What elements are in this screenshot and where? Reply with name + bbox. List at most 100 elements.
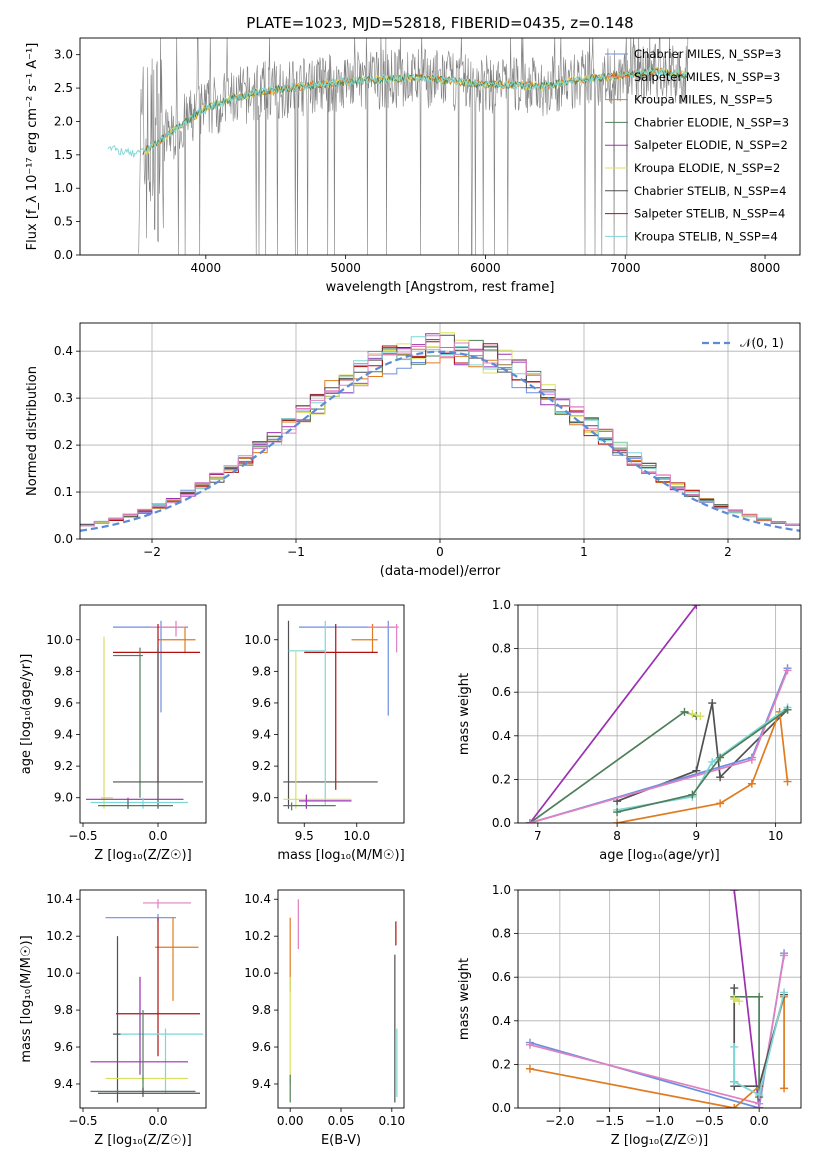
series-marker — [730, 890, 739, 894]
y-tick-label: 9.8 — [252, 1003, 271, 1017]
series-marker — [755, 992, 764, 1001]
legend-label: Chabrier STELIB, N_SSP=4 — [634, 184, 786, 198]
x-tick-label: 6000 — [470, 261, 501, 275]
y-tick-label: 9.8 — [252, 664, 271, 678]
x-axis-label: wavelength [Angstrom, rest frame] — [326, 280, 555, 295]
y-tick-label: 9.4 — [252, 1077, 271, 1091]
plot-area — [86, 620, 203, 809]
plot-area — [283, 620, 399, 811]
series-marker — [688, 710, 697, 718]
y-tick-label: 10.0 — [244, 966, 271, 980]
y-tick-label: 0.0 — [54, 532, 73, 546]
y-tick-label: 10.4 — [46, 892, 73, 906]
plot-area — [518, 890, 801, 1108]
y-axis-label: Flux [f_λ 10⁻¹⁷ erg cm⁻² s⁻¹ A⁻¹] — [25, 43, 40, 251]
spectrum-model-line-kroupa_stelib — [107, 66, 688, 158]
panel-massweight_vs_Z: −2.0 −1.5 −1.0 −0.5 0.0 0.0 0.2 0.4 0.6 0.8 1.0 Z [… — [457, 883, 802, 1148]
y-tick-label: 0.0 — [492, 1101, 511, 1115]
series-marker — [735, 997, 744, 1006]
y-tick-label: 0.5 — [54, 215, 73, 229]
series-marker — [755, 1090, 764, 1099]
x-tick-label: −1.0 — [645, 1114, 674, 1128]
plot-area — [90, 899, 203, 1103]
x-tick-label: −0.5 — [68, 829, 97, 843]
series-marker — [716, 799, 725, 808]
series-marker — [730, 1104, 739, 1108]
y-tick-label: 9.8 — [54, 664, 73, 678]
y-tick-label: 9.4 — [252, 728, 271, 742]
x-tick-label: 0.05 — [328, 1114, 355, 1128]
y-tick-label: 3.0 — [54, 48, 73, 62]
y-tick-label: 9.8 — [54, 1003, 73, 1017]
series-marker — [730, 995, 739, 1003]
x-tick-label: 10.0 — [343, 829, 370, 843]
series-line — [616, 708, 788, 813]
x-axis-label: mass [log₁₀(M/M☉)] — [277, 848, 404, 863]
series-marker — [747, 779, 756, 788]
series-marker — [708, 757, 717, 766]
y-tick-label: 0.2 — [492, 772, 511, 786]
y-tick-label: 0.0 — [54, 248, 73, 262]
panel-mass_vs_EBV: 0.00 0.05 0.10 9.4 9.6 9.8 10.0 10.2 10.4 E(B-V) — [244, 889, 405, 1148]
legend-label: Kroupa STELIB, N_SSP=4 — [634, 229, 778, 243]
y-tick-label: 9.4 — [54, 1077, 73, 1091]
x-axis-label: age [log₁₀(age/yr)] — [599, 848, 720, 863]
series-marker — [783, 777, 792, 786]
plot-area — [518, 605, 801, 823]
normal-curve — [80, 350, 800, 532]
y-tick-label: 9.6 — [54, 1040, 73, 1054]
x-tick-label: 5000 — [330, 261, 361, 275]
axes-frame — [517, 604, 802, 824]
y-tick-label: 10.0 — [46, 966, 73, 980]
y-tick-label: 0.6 — [492, 685, 511, 699]
y-tick-label: 0.3 — [54, 391, 73, 405]
series-marker — [613, 819, 622, 823]
legend-label: Salpeter STELIB, N_SSP=4 — [634, 207, 785, 221]
y-tick-label: 9.4 — [54, 728, 73, 742]
panels: Chabrier MILES, N_SSP=3 Salpeter MILES, N… — [19, 37, 802, 1148]
x-axis-label: Z [log₁₀(Z/Z☉)] — [94, 1133, 191, 1148]
x-tick-label: 0 — [436, 545, 444, 559]
x-tick-label: 0.0 — [148, 1114, 167, 1128]
y-tick-label: 1.0 — [492, 883, 511, 897]
series-marker — [692, 605, 701, 609]
y-tick-label: 9.2 — [252, 759, 271, 773]
series-line — [529, 605, 698, 823]
panel-age_vs_Z: −0.5 0.0 9.0 9.2 9.4 9.6 9.8 10.0 Z [log₁₀(Z/Z☉)… — [19, 604, 207, 863]
y-tick-label: 9.0 — [252, 791, 271, 805]
y-axis-label: mass weight — [457, 958, 472, 1040]
legend-label: Salpeter MILES, N_SSP=3 — [634, 70, 780, 84]
x-tick-label: −2.0 — [545, 1114, 574, 1128]
series-marker — [780, 951, 789, 960]
y-axis-label: mass [log₁₀(M/M☉)] — [19, 935, 34, 1062]
legend-label: Chabrier MILES, N_SSP=3 — [634, 47, 781, 61]
series-marker — [747, 755, 756, 764]
series-marker — [525, 1040, 534, 1049]
series-marker — [783, 666, 792, 675]
y-tick-label: 0.2 — [492, 1057, 511, 1071]
series-marker — [780, 1084, 789, 1093]
y-tick-label: 9.6 — [54, 696, 73, 710]
x-axis-label: Z [log₁₀(Z/Z☉)] — [611, 1133, 708, 1148]
x-tick-label: 9 — [693, 829, 701, 843]
x-axis-label: Z [log₁₀(Z/Z☉)] — [94, 848, 191, 863]
y-tick-label: 0.8 — [492, 642, 511, 656]
legend-label: 𝒩(0, 1) — [740, 336, 784, 350]
y-tick-label: 0.4 — [492, 729, 511, 743]
series-marker — [730, 984, 739, 993]
x-tick-label: −1.5 — [595, 1114, 624, 1128]
legend-label: Kroupa MILES, N_SSP=5 — [634, 93, 773, 107]
series-marker — [716, 753, 725, 762]
x-tick-label: 8000 — [750, 261, 781, 275]
y-tick-label: 1.5 — [54, 148, 73, 162]
plot-area — [107, 38, 689, 255]
y-tick-label: 9.0 — [54, 791, 73, 805]
x-tick-label: 0.0 — [750, 1114, 769, 1128]
x-tick-label: 10 — [768, 829, 783, 843]
legend-label: Chabrier ELODIE, N_SSP=3 — [634, 115, 789, 129]
x-axis-label: (data-model)/error — [380, 564, 501, 579]
x-tick-label: 1 — [580, 545, 588, 559]
x-tick-label: 0.10 — [378, 1114, 405, 1128]
